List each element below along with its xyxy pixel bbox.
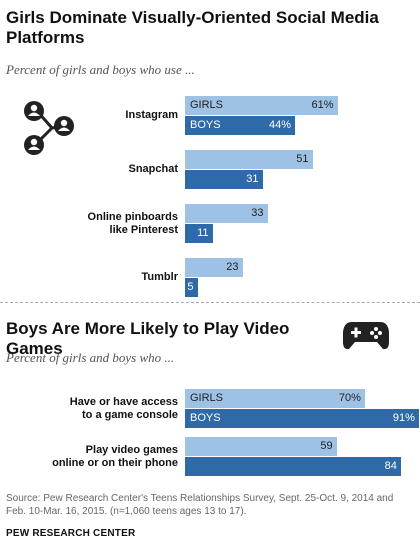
category-label-line: online or on their phone bbox=[52, 456, 178, 469]
chart2-title: Boys Are More Likely to Play Video Games bbox=[6, 319, 290, 358]
boys-value-label: 11 bbox=[197, 227, 209, 239]
category-label: Online pinboards like Pinterest bbox=[0, 211, 178, 237]
chart2-subtitle: Percent of girls and boys who ... bbox=[6, 350, 175, 365]
category-label: Instagram bbox=[0, 109, 178, 122]
boys-bar bbox=[185, 224, 213, 243]
category-label: Snapchat bbox=[0, 163, 178, 176]
boys-value-label: 5 bbox=[187, 281, 194, 293]
boys-series-label: BOYS bbox=[190, 412, 221, 424]
girls-bar bbox=[185, 258, 243, 277]
boys-value-label: 84 bbox=[384, 460, 397, 472]
category-label-line: Play video games bbox=[85, 443, 178, 456]
girls-bar bbox=[185, 204, 268, 223]
category-label-line: Online pinboards bbox=[87, 210, 178, 223]
girls-bar bbox=[185, 96, 338, 115]
girls-value-label: 23 bbox=[226, 261, 239, 273]
boys-value-label: 44% bbox=[268, 119, 291, 131]
girls-bar bbox=[185, 437, 337, 456]
category-label-line: Instagram bbox=[125, 109, 178, 121]
girls-value-label: 70% bbox=[338, 392, 361, 404]
category-label-line: Tumblr bbox=[141, 271, 178, 283]
game-controller-icon bbox=[343, 322, 389, 350]
girls-series-label: GIRLS bbox=[190, 392, 224, 404]
girls-series-label: GIRLS bbox=[190, 99, 224, 111]
girls-bar bbox=[185, 389, 365, 408]
boys-bar bbox=[185, 116, 295, 135]
girls-bar bbox=[185, 150, 313, 169]
boys-value-label: 31 bbox=[246, 173, 259, 185]
category-label: Tumblr bbox=[0, 271, 178, 284]
boys-series-label: BOYS bbox=[190, 119, 221, 131]
girls-value-label: 33 bbox=[251, 207, 264, 219]
girls-value-label: 51 bbox=[296, 153, 309, 165]
category-label: Have or have access to a game console bbox=[0, 396, 178, 422]
boys-bar bbox=[185, 457, 401, 476]
category-label: Play video games online or on their phone bbox=[0, 444, 178, 470]
source-note: Source: Pew Research Center's Teens Rela… bbox=[6, 493, 394, 517]
credit: PEW RESEARCH CENTER bbox=[6, 528, 136, 539]
boys-bar bbox=[185, 170, 263, 189]
chart1-subtitle: Percent of girls and boys who use ... bbox=[6, 62, 195, 77]
boys-value-label: 91% bbox=[392, 412, 415, 424]
section-divider bbox=[0, 302, 420, 303]
boys-bar bbox=[185, 278, 198, 297]
girls-value-label: 61% bbox=[311, 99, 334, 111]
category-label-line: Snapchat bbox=[128, 163, 178, 175]
social-network-icon bbox=[24, 101, 74, 155]
category-label-line: to a game console bbox=[82, 408, 178, 421]
boys-bar bbox=[185, 409, 419, 428]
girls-value-label: 59 bbox=[320, 440, 333, 452]
category-label-line: Have or have access bbox=[69, 395, 178, 408]
category-label-line: like Pinterest bbox=[109, 223, 178, 236]
chart1-title: Girls Dominate Visually-Oriented Social … bbox=[6, 8, 379, 47]
